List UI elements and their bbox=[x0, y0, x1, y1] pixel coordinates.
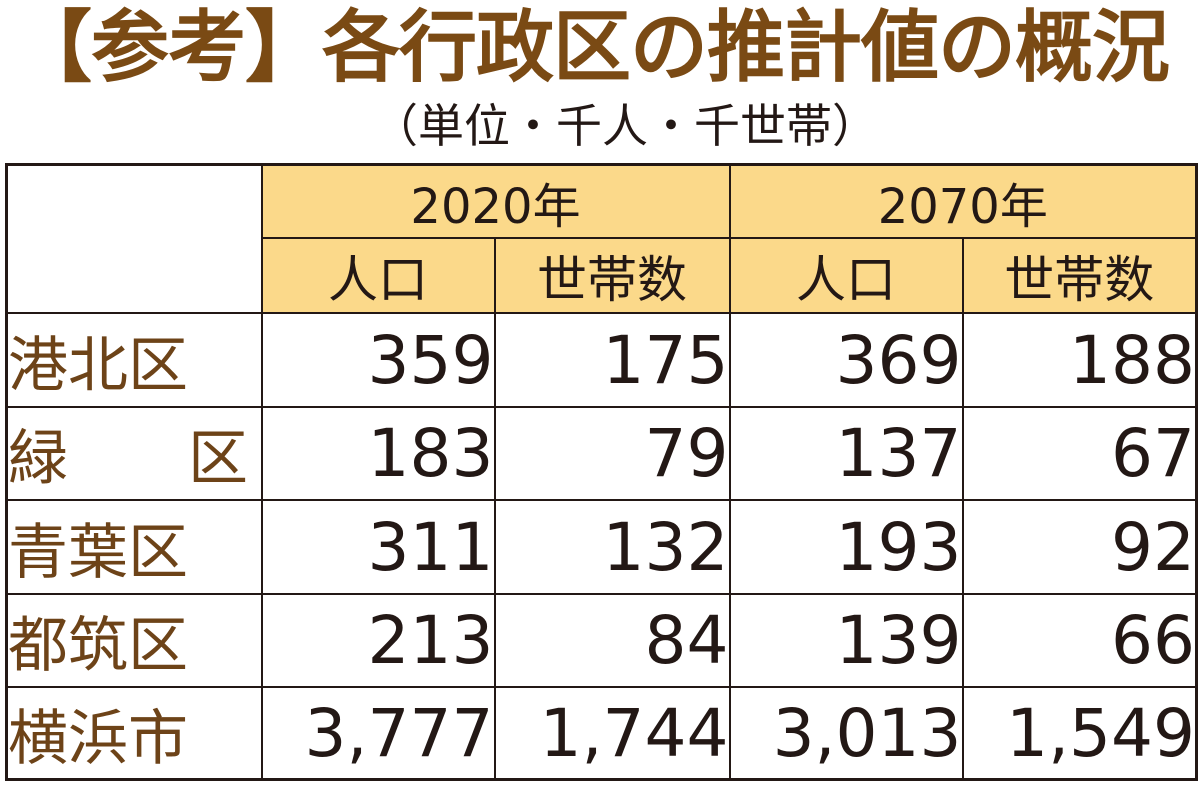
cell-value: 188 bbox=[961, 312, 1198, 408]
cell-value: 84 bbox=[493, 592, 731, 689]
cell-value: 175 bbox=[493, 312, 731, 408]
table-row: 青葉区 311 132 193 92 bbox=[5, 499, 1198, 595]
cell-value: 132 bbox=[493, 499, 731, 595]
year-header-2070: 2070年 bbox=[728, 163, 1198, 240]
row-label: 青葉区 bbox=[5, 499, 263, 595]
sub-header-population-2070: 人口 bbox=[728, 237, 964, 315]
row-label: 港北区 bbox=[5, 312, 263, 408]
table-row: 都筑区 213 84 139 66 bbox=[5, 592, 1198, 689]
sub-header-households-2070: 世帯数 bbox=[961, 237, 1198, 315]
table-row: 緑 区 183 79 137 67 bbox=[5, 405, 1198, 502]
cell-value: 3,013 bbox=[728, 686, 964, 781]
row-label: 横浜市 bbox=[5, 686, 263, 781]
corner-cell bbox=[5, 163, 263, 315]
cell-value: 79 bbox=[493, 405, 731, 502]
unit-note: （単位・千人・千世帯） bbox=[372, 99, 878, 153]
cell-value: 3,777 bbox=[260, 686, 496, 781]
cell-value: 66 bbox=[961, 592, 1198, 689]
sub-header-households-2020: 世帯数 bbox=[493, 237, 731, 315]
page-title: 【参考】各行政区の推計値の概況 bbox=[14, 3, 1170, 93]
cell-value: 137 bbox=[728, 405, 964, 502]
table-row-total: 横浜市 3,777 1,744 3,013 1,549 bbox=[5, 686, 1198, 781]
cell-value: 1,744 bbox=[493, 686, 731, 781]
cell-value: 359 bbox=[260, 312, 496, 408]
sub-header-row: 人口 世帯数 人口 世帯数 bbox=[7, 237, 1198, 315]
cell-value: 213 bbox=[260, 592, 496, 689]
cell-value: 311 bbox=[260, 499, 496, 595]
sub-header-population-2020: 人口 bbox=[260, 237, 496, 315]
table-row: 港北区 359 175 369 188 bbox=[5, 312, 1198, 408]
row-label: 都筑区 bbox=[5, 592, 263, 689]
cell-value: 183 bbox=[260, 405, 496, 502]
data-table: 2020年 2070年 人口 世帯数 人口 世帯数 港北区 359 175 36… bbox=[5, 163, 1199, 781]
year-header-row: 2020年 2070年 bbox=[5, 163, 1198, 315]
cell-value: 92 bbox=[961, 499, 1198, 595]
cell-value: 193 bbox=[728, 499, 964, 595]
cell-value: 369 bbox=[728, 312, 964, 408]
cell-value: 1,549 bbox=[961, 686, 1198, 781]
cell-value: 139 bbox=[728, 592, 964, 689]
row-label: 緑 区 bbox=[5, 405, 263, 502]
year-header-2020: 2020年 bbox=[260, 163, 731, 240]
cell-value: 67 bbox=[961, 405, 1198, 502]
